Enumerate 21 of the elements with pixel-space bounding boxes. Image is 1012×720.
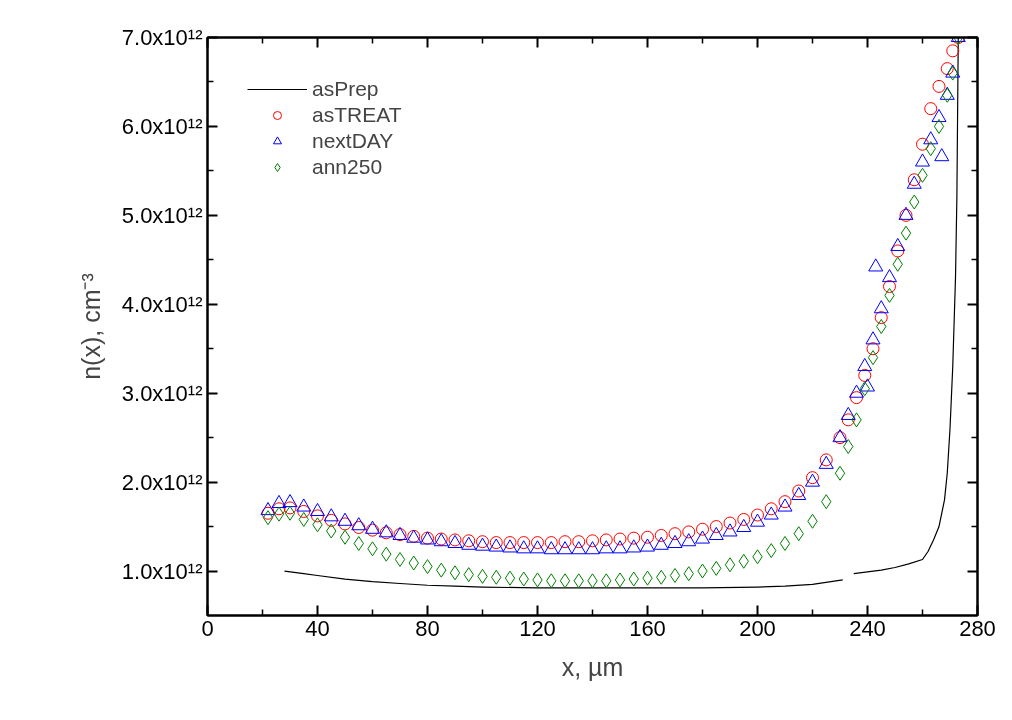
y-tick-label: 3.0x10¹² xyxy=(121,380,203,406)
x-tick-label: 80 xyxy=(415,615,440,641)
y-tick-label: 6.0x10¹² xyxy=(121,113,203,139)
y-tick-label: 2.0x10¹² xyxy=(121,469,203,495)
y-axis-title: n(x), cm⁻³ xyxy=(76,273,105,380)
x-tick-label: 200 xyxy=(739,615,776,641)
legend-label: asTREAT xyxy=(312,103,402,127)
x-tick-label: 40 xyxy=(305,615,330,641)
x-axis-title: x, µm xyxy=(561,652,624,681)
x-tick-label: 160 xyxy=(629,615,666,641)
x-tick-label: 240 xyxy=(849,615,886,641)
y-tick-label: 7.0x10¹² xyxy=(121,25,203,50)
legend-label: asPrep xyxy=(312,77,379,101)
y-tick-label: 4.0x10¹² xyxy=(121,291,203,317)
x-tick-label: 120 xyxy=(519,615,556,641)
legend-label: ann250 xyxy=(312,155,383,179)
x-tick-label: 0 xyxy=(201,615,214,641)
y-tick-label: 5.0x10¹² xyxy=(121,202,203,228)
x-tick-label: 280 xyxy=(959,615,996,641)
y-tick-label: 1.0x10¹² xyxy=(121,558,203,584)
legend-label: nextDAY xyxy=(312,129,394,153)
